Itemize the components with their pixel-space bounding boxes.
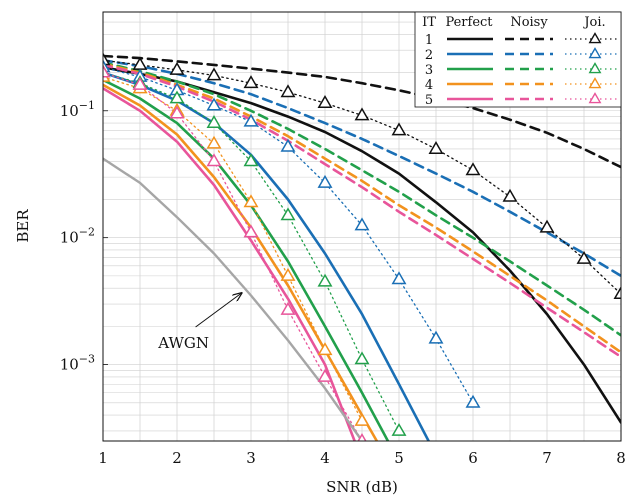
data-point-joint-it3 [354, 351, 370, 365]
data-point-joint-it1 [576, 250, 592, 264]
data-point-joint-it3 [391, 422, 407, 436]
data-point-joint-it2 [354, 217, 370, 231]
data-point-joint-it3 [169, 90, 185, 104]
legend-header: Noisy [510, 15, 548, 30]
x-tick-label: 7 [542, 449, 552, 467]
data-point-joint-it2 [465, 394, 481, 408]
marker-group [103, 52, 621, 441]
data-point-joint-it3 [317, 273, 333, 287]
x-tick-label: 6 [468, 449, 478, 467]
legend-header: IT [422, 15, 436, 30]
series-group [103, 54, 621, 441]
data-point-joint-it4 [354, 412, 370, 426]
data-point-joint-it1 [465, 162, 481, 176]
legend-header: Perfect [445, 15, 493, 30]
data-point-joint-it2 [243, 113, 259, 127]
data-point-joint-it5 [317, 368, 333, 382]
series-line-noisy-it2 [103, 58, 621, 278]
legend-row-label: 4 [425, 78, 433, 93]
x-tick-label: 8 [616, 449, 626, 467]
legend-swatch-marker [588, 32, 602, 44]
y-tick-label: 10−1 [60, 99, 95, 120]
x-tick-label: 4 [320, 449, 330, 467]
data-point-joint-it5 [243, 224, 259, 238]
data-point-joint-it1 [391, 122, 407, 136]
legend-row-label: 5 [425, 93, 433, 108]
data-point-joint-it1 [169, 61, 185, 75]
data-point-joint-it2 [280, 138, 296, 152]
data-point-joint-it1 [428, 140, 444, 154]
data-point-joint-it1 [502, 188, 518, 202]
data-point-joint-it2 [428, 330, 444, 344]
legend-header: Joi. [582, 15, 605, 30]
legend-swatch-marker [588, 62, 602, 74]
y-tick-label: 10−3 [60, 353, 95, 374]
data-point-joint-it4 [317, 342, 333, 356]
annotation-group: AWGN [157, 293, 241, 352]
legend-box [414, 11, 622, 108]
data-point-joint-it5 [169, 105, 185, 119]
data-point-joint-it3 [280, 207, 296, 221]
data-point-joint-it2 [206, 97, 222, 111]
series-line-noisy-it4 [103, 62, 621, 354]
data-point-joint-it5 [206, 153, 222, 167]
legend-swatch-marker [588, 92, 602, 104]
legend-row-label: 1 [425, 33, 433, 48]
series-line-joint-it2 [103, 66, 474, 404]
plot-frame [102, 11, 622, 442]
data-point-joint-it2 [391, 271, 407, 285]
x-axis-label: SNR (dB) [326, 478, 398, 496]
y-tick-label: 10−2 [60, 226, 95, 247]
data-point-joint-it3 [243, 153, 259, 167]
x-tick-label: 1 [98, 449, 108, 467]
data-point-joint-it1 [103, 52, 111, 66]
data-point-joint-it2 [317, 174, 333, 188]
data-point-joint-it5 [103, 64, 111, 78]
legend-swatch-marker [588, 47, 602, 59]
data-point-joint-it5 [357, 432, 367, 441]
data-point-joint-it1 [280, 84, 296, 98]
data-point-joint-it1 [354, 107, 370, 121]
data-point-joint-it4 [243, 194, 259, 208]
data-point-joint-it4 [280, 267, 296, 281]
x-tick-label: 2 [172, 449, 182, 467]
series-line-noisy-it5 [103, 63, 621, 359]
annotation-arrow [195, 293, 242, 328]
data-point-joint-it5 [280, 301, 296, 315]
series-line-noisy-it3 [103, 61, 621, 337]
x-tick-label: 3 [246, 449, 256, 467]
legend-row-label: 3 [425, 63, 433, 78]
data-point-joint-it5 [132, 76, 148, 90]
data-point-joint-it1 [132, 56, 148, 70]
legend-row-label: 2 [425, 48, 433, 63]
series-line-perfect-it2 [103, 71, 430, 441]
data-point-joint-it1 [317, 95, 333, 109]
data-point-joint-it1 [243, 75, 259, 89]
data-point-joint-it1 [539, 219, 555, 233]
annotation-label: AWGN [157, 334, 209, 352]
series-line-noisy-it1 [103, 54, 621, 169]
data-point-joint-it3 [206, 115, 222, 129]
data-point-joint-it1 [206, 67, 222, 81]
y-axis-label: BER [14, 209, 32, 243]
series-line-perfect-it5 [103, 87, 356, 441]
x-tick-label: 5 [394, 449, 404, 467]
data-point-joint-it1 [613, 285, 621, 299]
data-point-joint-it4 [206, 135, 222, 149]
legend-swatch-marker [588, 77, 602, 89]
